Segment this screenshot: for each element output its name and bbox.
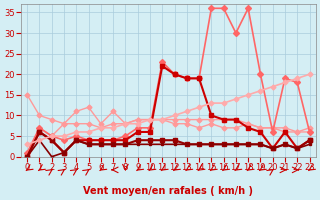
X-axis label: Vent moyen/en rafales ( km/h ): Vent moyen/en rafales ( km/h ) — [84, 186, 253, 196]
